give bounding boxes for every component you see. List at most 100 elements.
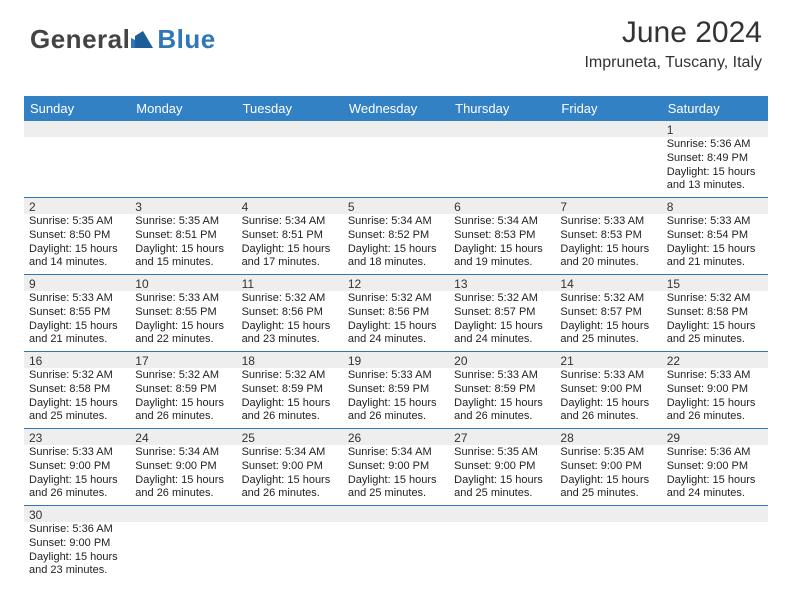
calendar-cell: Sunrise: 5:34 AM Sunset: 8:52 PM Dayligh… [343, 214, 449, 274]
day-number: 2 [24, 198, 130, 214]
day-number: 24 [130, 429, 236, 445]
day-detail: Sunrise: 5:33 AM Sunset: 9:00 PM Dayligh… [29, 445, 125, 501]
day-number: 23 [24, 429, 130, 445]
day-detail: Sunrise: 5:33 AM Sunset: 8:55 PM Dayligh… [135, 291, 231, 347]
day-detail: Sunrise: 5:33 AM Sunset: 8:59 PM Dayligh… [348, 368, 444, 424]
calendar-cell [237, 137, 343, 197]
calendar-cell: Sunrise: 5:33 AM Sunset: 8:54 PM Dayligh… [662, 214, 768, 274]
day-number: 25 [237, 429, 343, 445]
day-number: 22 [662, 352, 768, 368]
day-number: 4 [237, 198, 343, 214]
day-number: 1 [662, 121, 768, 137]
day-number [555, 506, 661, 522]
day-number: 19 [343, 352, 449, 368]
day-number [130, 121, 236, 137]
day-detail [667, 522, 763, 523]
day-detail [29, 137, 125, 138]
day-detail: Sunrise: 5:32 AM Sunset: 8:58 PM Dayligh… [29, 368, 125, 424]
calendar-cell: Sunrise: 5:36 AM Sunset: 8:49 PM Dayligh… [662, 137, 768, 197]
calendar-cell [449, 522, 555, 582]
day-number: 27 [449, 429, 555, 445]
day-detail: Sunrise: 5:34 AM Sunset: 9:00 PM Dayligh… [135, 445, 231, 501]
day-detail [242, 137, 338, 138]
logo: General Blue [30, 24, 216, 55]
calendar-cell: Sunrise: 5:32 AM Sunset: 8:56 PM Dayligh… [237, 291, 343, 351]
day-number: 10 [130, 275, 236, 291]
day-detail [348, 137, 444, 138]
calendar-cell: Sunrise: 5:36 AM Sunset: 9:00 PM Dayligh… [662, 445, 768, 505]
day-number: 9 [24, 275, 130, 291]
day-detail: Sunrise: 5:33 AM Sunset: 9:00 PM Dayligh… [667, 368, 763, 424]
day-detail: Sunrise: 5:32 AM Sunset: 8:57 PM Dayligh… [454, 291, 550, 347]
day-detail: Sunrise: 5:33 AM Sunset: 8:55 PM Dayligh… [29, 291, 125, 347]
day-number [343, 121, 449, 137]
calendar-cell: Sunrise: 5:35 AM Sunset: 8:51 PM Dayligh… [130, 214, 236, 274]
day-detail: Sunrise: 5:35 AM Sunset: 8:50 PM Dayligh… [29, 214, 125, 270]
day-detail: Sunrise: 5:32 AM Sunset: 8:56 PM Dayligh… [348, 291, 444, 347]
page-title: June 2024 [584, 16, 762, 50]
day-detail [560, 522, 656, 523]
day-detail: Sunrise: 5:35 AM Sunset: 9:00 PM Dayligh… [454, 445, 550, 501]
calendar-cell [130, 137, 236, 197]
day-detail: Sunrise: 5:34 AM Sunset: 8:51 PM Dayligh… [242, 214, 338, 270]
day-detail: Sunrise: 5:33 AM Sunset: 8:53 PM Dayligh… [560, 214, 656, 270]
day-detail [135, 137, 231, 138]
calendar-cell: Sunrise: 5:34 AM Sunset: 9:00 PM Dayligh… [343, 445, 449, 505]
day-detail: Sunrise: 5:34 AM Sunset: 8:53 PM Dayligh… [454, 214, 550, 270]
day-number: 5 [343, 198, 449, 214]
day-number: 8 [662, 198, 768, 214]
calendar-cell: Sunrise: 5:33 AM Sunset: 9:00 PM Dayligh… [24, 445, 130, 505]
calendar-cell: Sunrise: 5:33 AM Sunset: 8:55 PM Dayligh… [24, 291, 130, 351]
page-subtitle: Impruneta, Tuscany, Italy [584, 54, 762, 72]
day-number: 15 [662, 275, 768, 291]
day-number: 12 [343, 275, 449, 291]
day-number [449, 121, 555, 137]
day-header: Sunday [24, 96, 130, 121]
calendar-cell: Sunrise: 5:34 AM Sunset: 8:53 PM Dayligh… [449, 214, 555, 274]
calendar-cell: Sunrise: 5:35 AM Sunset: 8:50 PM Dayligh… [24, 214, 130, 274]
day-number [343, 506, 449, 522]
calendar-daynum-row: 30 [24, 506, 768, 522]
calendar-cell: Sunrise: 5:34 AM Sunset: 9:00 PM Dayligh… [130, 445, 236, 505]
calendar-cell: Sunrise: 5:33 AM Sunset: 9:00 PM Dayligh… [662, 368, 768, 428]
calendar-daynum-row: 23242526272829 [24, 429, 768, 445]
day-detail [454, 522, 550, 523]
logo-text-blue: Blue [157, 24, 215, 55]
calendar-cell: Sunrise: 5:32 AM Sunset: 8:56 PM Dayligh… [343, 291, 449, 351]
day-detail: Sunrise: 5:36 AM Sunset: 8:49 PM Dayligh… [667, 137, 763, 193]
calendar-cell: Sunrise: 5:35 AM Sunset: 9:00 PM Dayligh… [449, 445, 555, 505]
day-header: Tuesday [237, 96, 343, 121]
day-number [130, 506, 236, 522]
day-detail: Sunrise: 5:32 AM Sunset: 8:58 PM Dayligh… [667, 291, 763, 347]
calendar-row: Sunrise: 5:33 AM Sunset: 8:55 PM Dayligh… [24, 291, 768, 352]
day-header: Friday [555, 96, 661, 121]
day-detail [560, 137, 656, 138]
day-detail: Sunrise: 5:35 AM Sunset: 8:51 PM Dayligh… [135, 214, 231, 270]
calendar-cell: Sunrise: 5:33 AM Sunset: 8:55 PM Dayligh… [130, 291, 236, 351]
calendar-cell: Sunrise: 5:32 AM Sunset: 8:58 PM Dayligh… [24, 368, 130, 428]
day-number: 3 [130, 198, 236, 214]
day-detail: Sunrise: 5:32 AM Sunset: 8:59 PM Dayligh… [242, 368, 338, 424]
day-number: 21 [555, 352, 661, 368]
day-header: Wednesday [343, 96, 449, 121]
calendar-cell: Sunrise: 5:32 AM Sunset: 8:59 PM Dayligh… [130, 368, 236, 428]
day-number: 16 [24, 352, 130, 368]
calendar-cell: Sunrise: 5:33 AM Sunset: 8:59 PM Dayligh… [449, 368, 555, 428]
calendar-cell: Sunrise: 5:32 AM Sunset: 8:58 PM Dayligh… [662, 291, 768, 351]
calendar-row: Sunrise: 5:36 AM Sunset: 9:00 PM Dayligh… [24, 522, 768, 582]
calendar-cell [555, 137, 661, 197]
day-detail: Sunrise: 5:34 AM Sunset: 9:00 PM Dayligh… [242, 445, 338, 501]
calendar-cell: Sunrise: 5:33 AM Sunset: 9:00 PM Dayligh… [555, 368, 661, 428]
day-number: 30 [24, 506, 130, 522]
day-number [237, 121, 343, 137]
day-header: Saturday [662, 96, 768, 121]
day-detail: Sunrise: 5:36 AM Sunset: 9:00 PM Dayligh… [667, 445, 763, 501]
day-detail: Sunrise: 5:32 AM Sunset: 8:56 PM Dayligh… [242, 291, 338, 347]
day-number [662, 506, 768, 522]
day-number: 14 [555, 275, 661, 291]
day-detail [454, 137, 550, 138]
day-number: 13 [449, 275, 555, 291]
day-detail: Sunrise: 5:32 AM Sunset: 8:59 PM Dayligh… [135, 368, 231, 424]
calendar-row: Sunrise: 5:32 AM Sunset: 8:58 PM Dayligh… [24, 368, 768, 429]
day-detail: Sunrise: 5:33 AM Sunset: 9:00 PM Dayligh… [560, 368, 656, 424]
